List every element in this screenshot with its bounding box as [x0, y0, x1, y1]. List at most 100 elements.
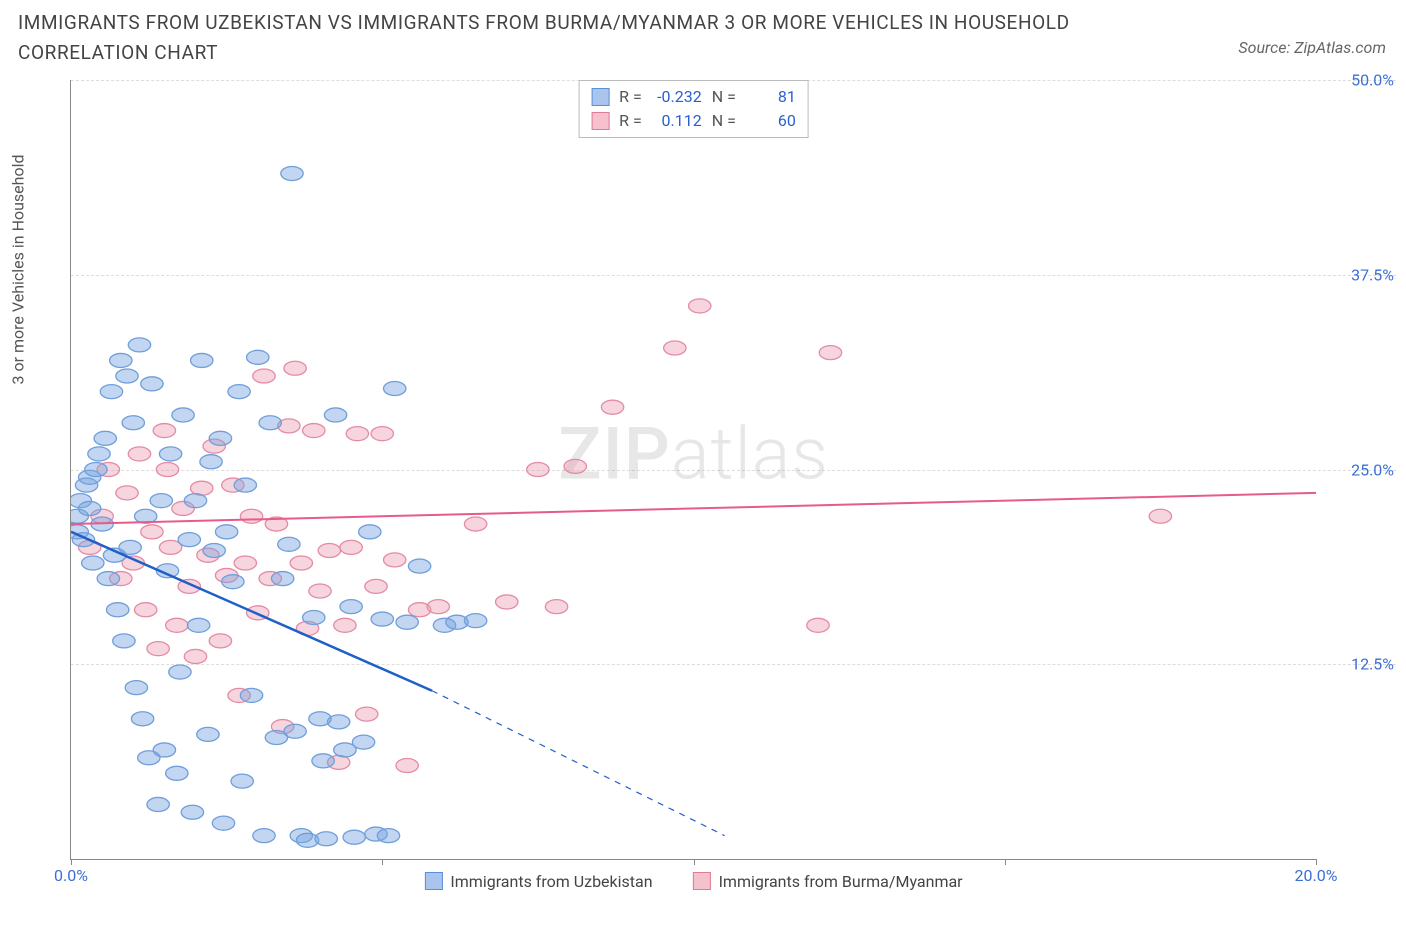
data-point	[271, 572, 293, 586]
stats-row: R = -0.232 N = 81	[591, 85, 796, 109]
data-point	[85, 462, 107, 476]
xtick-label: 0.0%	[54, 866, 88, 885]
data-point	[100, 385, 122, 399]
chart-title: IMMIGRANTS FROM UZBEKISTAN VS IMMIGRANTS…	[18, 8, 1186, 69]
data-point	[309, 584, 331, 598]
data-point	[97, 572, 119, 586]
data-point	[807, 618, 829, 632]
bottom-legend: Immigrants from Uzbekistan Immigrants fro…	[424, 872, 962, 891]
data-point	[141, 525, 163, 539]
data-point	[601, 400, 623, 414]
data-point	[110, 353, 132, 367]
xtick	[382, 859, 383, 865]
data-point	[371, 612, 393, 626]
data-point	[545, 600, 567, 614]
stats-n-value: 81	[746, 85, 796, 109]
data-point	[240, 688, 262, 702]
data-point	[383, 381, 405, 395]
legend-label: Immigrants from Burma/Myanmar	[719, 872, 963, 891]
legend-swatch	[693, 872, 711, 890]
data-point	[377, 829, 399, 843]
data-point	[408, 559, 430, 573]
stats-r-label: R =	[619, 85, 642, 109]
data-point	[94, 431, 116, 445]
ytick-label: 12.5%	[1351, 655, 1394, 674]
stats-n-label: N =	[712, 85, 736, 109]
data-point	[340, 600, 362, 614]
data-point	[396, 759, 418, 773]
stats-swatch	[591, 88, 609, 106]
data-point	[259, 416, 281, 430]
data-point	[166, 618, 188, 632]
plot-svg	[71, 80, 1316, 859]
data-point	[819, 346, 841, 360]
data-point	[131, 712, 153, 726]
data-point	[318, 544, 340, 558]
data-point	[253, 829, 275, 843]
data-point	[315, 832, 337, 846]
stats-swatch	[591, 112, 609, 130]
chart-area: 3 or more Vehicles in Household R =-0.23…	[50, 80, 1396, 900]
stats-n-label: N =	[712, 109, 736, 133]
data-point	[327, 715, 349, 729]
data-point	[355, 707, 377, 721]
data-point	[343, 830, 365, 844]
stats-row: R =0.112N =60	[591, 109, 796, 133]
data-point	[150, 494, 172, 508]
data-point	[564, 459, 586, 473]
stats-r-value: 0.112	[652, 109, 702, 133]
trend-line-series1-dashed	[432, 691, 725, 836]
data-point	[359, 525, 381, 539]
data-point	[383, 553, 405, 567]
data-point	[212, 816, 234, 830]
data-point	[209, 431, 231, 445]
xtick	[1316, 859, 1317, 865]
data-point	[128, 338, 150, 352]
data-point	[253, 369, 275, 383]
data-point	[141, 377, 163, 391]
stats-legend-box: R =-0.232N =81R =0.112N =60	[578, 80, 809, 138]
data-point	[116, 486, 138, 500]
legend-label: Immigrants from Uzbekistan	[450, 872, 652, 891]
data-point	[464, 517, 486, 531]
data-point	[334, 618, 356, 632]
legend-swatch	[424, 872, 442, 890]
legend-item: Immigrants from Uzbekistan	[424, 872, 652, 891]
data-point	[664, 341, 686, 355]
data-point	[197, 727, 219, 741]
data-point	[312, 754, 334, 768]
data-point	[371, 427, 393, 441]
data-point	[396, 615, 418, 629]
data-point	[106, 603, 128, 617]
xtick	[71, 859, 72, 865]
data-point	[169, 665, 191, 679]
stats-r-value: -0.232	[652, 85, 702, 109]
data-point	[187, 618, 209, 632]
data-point	[527, 462, 549, 476]
data-point	[290, 556, 312, 570]
data-point	[346, 427, 368, 441]
data-point	[209, 634, 231, 648]
data-point	[166, 766, 188, 780]
trend-line-series2	[71, 493, 1316, 524]
data-point	[215, 525, 237, 539]
data-point	[281, 166, 303, 180]
data-point	[303, 424, 325, 438]
data-point	[228, 385, 250, 399]
data-point	[191, 353, 213, 367]
data-point	[1149, 509, 1171, 523]
data-point	[119, 540, 141, 554]
data-point	[156, 462, 178, 476]
data-point	[231, 774, 253, 788]
data-point	[689, 299, 711, 313]
data-point	[153, 424, 175, 438]
ytick-label: 37.5%	[1351, 265, 1394, 284]
data-point	[464, 614, 486, 628]
data-point	[153, 743, 175, 757]
data-point	[82, 556, 104, 570]
data-point	[134, 603, 156, 617]
data-point	[181, 805, 203, 819]
data-point	[184, 494, 206, 508]
data-point	[203, 544, 225, 558]
data-point	[88, 447, 110, 461]
